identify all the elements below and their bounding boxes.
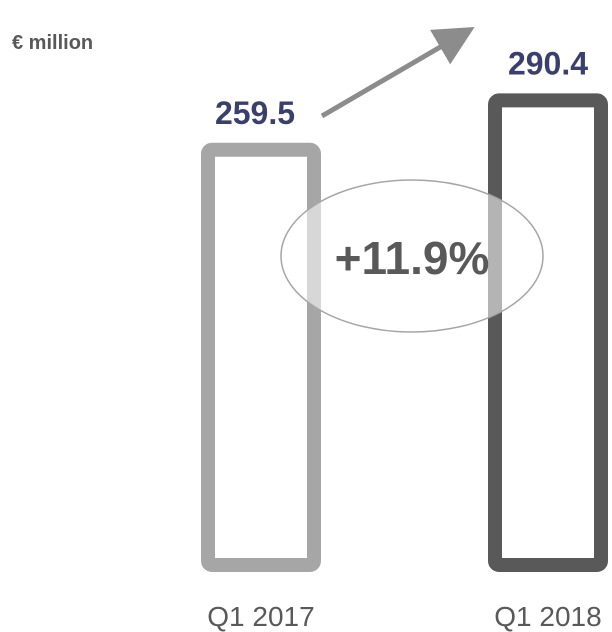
data-label-q1-2018: 290.4 [508,45,588,81]
tick-label-q1-2018: Q1 2018 [494,601,601,632]
unit-label: € million [12,32,93,54]
tick-label-q1-2017: Q1 2017 [207,601,314,632]
growth-arrow [320,26,475,119]
bar-q1-2018 [488,93,608,573]
change-ellipse [280,179,544,333]
bar-q1-2017 [201,142,321,573]
change-label: +11.9% [335,232,490,284]
data-label-q1-2017: 259.5 [215,95,295,131]
